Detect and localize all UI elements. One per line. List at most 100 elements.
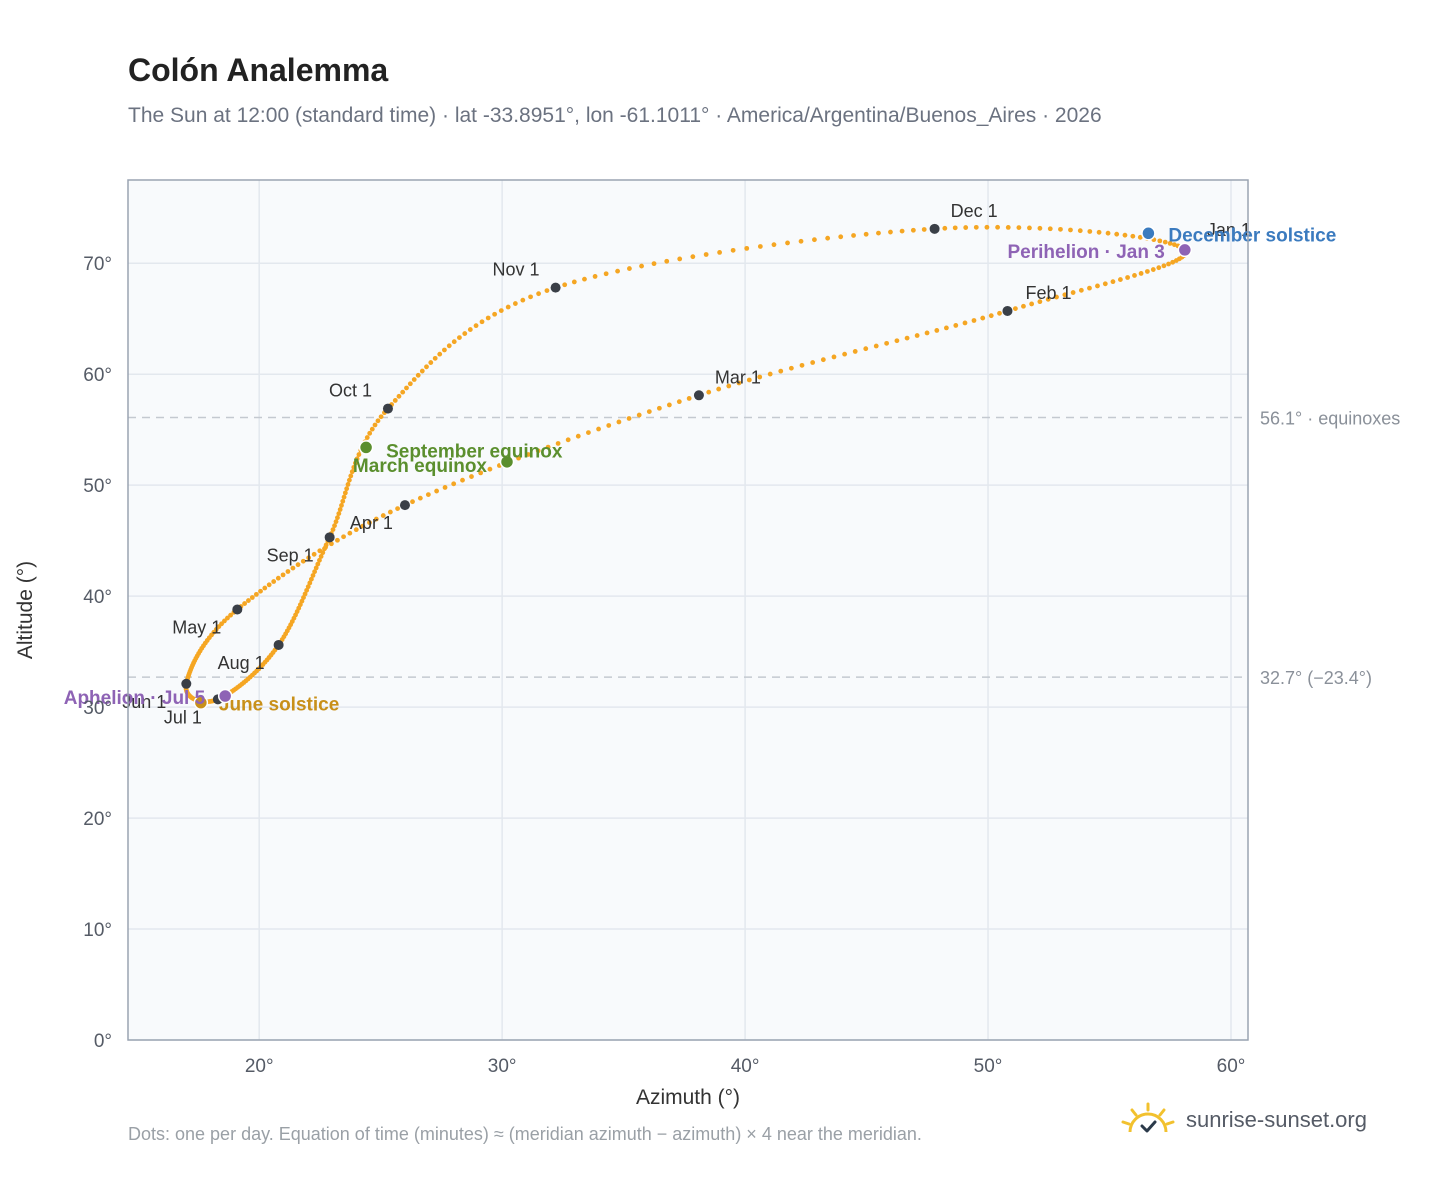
daily-sun-dot (332, 523, 337, 529)
daily-sun-dot (592, 274, 598, 279)
daily-sun-dot (305, 584, 311, 590)
daily-sun-dot (360, 523, 366, 529)
daily-sun-dot (863, 231, 869, 237)
daily-sun-dot (571, 279, 577, 285)
daily-sun-dot (512, 301, 518, 306)
daily-sun-dot (419, 368, 425, 374)
daily-sun-dot (339, 503, 344, 508)
daily-sun-dot (290, 565, 296, 571)
daily-sun-dot (271, 579, 277, 584)
daily-sun-dot (1068, 227, 1073, 233)
daily-sun-dot (462, 331, 468, 336)
daily-sun-dot (373, 516, 379, 522)
daily-sun-dot (516, 455, 521, 461)
daily-sun-dot (460, 477, 465, 483)
daily-sun-dot (228, 612, 233, 618)
daily-sun-dot (336, 511, 342, 517)
daily-sun-dot (575, 433, 581, 439)
month-marker-dot (1002, 305, 1013, 316)
month-marker-dot (399, 500, 410, 511)
y-axis-label: Altitude (°) (14, 561, 37, 659)
daily-sun-dot (330, 527, 336, 532)
daily-sun-dot (367, 430, 373, 436)
month-marker-label: Nov 1 (493, 260, 540, 280)
daily-sun-dot (884, 340, 890, 346)
daily-sun-dot (730, 247, 736, 253)
y-tick-label: 10° (83, 920, 112, 941)
daily-sun-dot (664, 258, 670, 264)
chart-subtitle: The Sun at 12:00 (standard time) · lat -… (128, 104, 1102, 127)
daily-sun-dot (467, 327, 473, 332)
plot-area (128, 180, 1248, 1040)
daily-sun-dot (1122, 232, 1128, 238)
daily-sun-dot (341, 494, 347, 500)
daily-sun-dot (304, 587, 310, 593)
daily-sun-dot (442, 347, 447, 353)
daily-sun-dot (1161, 263, 1167, 269)
month-marker-label: Jan 1 (1207, 220, 1251, 240)
daily-sun-dot (997, 310, 1002, 316)
daily-sun-dot (469, 474, 474, 479)
daily-sun-dot (1021, 303, 1026, 309)
month-marker-dot (273, 639, 284, 650)
daily-sun-dot (1037, 299, 1043, 305)
y-tick-label: 40° (83, 587, 112, 608)
daily-sun-dot (353, 460, 358, 466)
daily-sun-dot (1150, 267, 1156, 272)
daily-sun-dot (924, 330, 930, 336)
daily-sun-dot (335, 515, 340, 521)
reference-line-label: 56.1° · equinoxes (1260, 408, 1400, 428)
y-tick-label: 70° (83, 254, 112, 275)
daily-sun-dot (1125, 275, 1130, 280)
daily-sun-dot (1173, 258, 1179, 263)
daily-sun-dot (1005, 224, 1011, 230)
daily-sun-dot (372, 422, 378, 428)
brand[interactable]: sunrise-sunset.org (1120, 1102, 1367, 1138)
daily-sun-dot (323, 542, 329, 548)
daily-sun-dot (831, 354, 837, 360)
event-label: June solstice (219, 695, 339, 716)
daily-sun-dot (437, 351, 443, 357)
daily-sun-dot (565, 437, 571, 443)
brand-text: sunrise-sunset.org (1186, 1107, 1367, 1132)
daily-sun-dot (378, 414, 384, 420)
daily-sun-dot (703, 252, 709, 257)
daily-sun-dot (473, 323, 479, 329)
daily-sun-dot (562, 282, 568, 288)
month-marker-dot (181, 678, 192, 689)
daily-sun-dot (1016, 225, 1022, 231)
daily-sun-dot (1137, 234, 1143, 240)
daily-sun-dot (1102, 281, 1108, 287)
daily-sun-dot (424, 364, 429, 370)
daily-sun-dot (716, 386, 722, 392)
daily-sun-dot (690, 254, 696, 260)
daily-sun-dot (744, 245, 750, 251)
daily-sun-dot (300, 558, 306, 564)
daily-sun-dot (1062, 292, 1068, 298)
daily-sun-dot (344, 486, 350, 492)
daily-sun-dot (984, 224, 990, 230)
daily-sun-dot (364, 435, 370, 440)
daily-sun-dot (395, 506, 400, 511)
daily-sun-dot (347, 530, 353, 536)
daily-sun-dot (411, 377, 417, 382)
daily-sun-dot (666, 402, 672, 408)
daily-sun-dot (888, 229, 893, 235)
footnote: Dots: one per day. Equation of time (min… (128, 1124, 922, 1144)
daily-sun-dot (1077, 228, 1083, 234)
daily-sun-dot (242, 601, 248, 606)
daily-sun-dot (425, 492, 431, 498)
daily-sun-dot (318, 554, 324, 559)
daily-sun-dot (536, 291, 541, 297)
daily-sun-dot (396, 393, 402, 399)
daily-sun-dot (1157, 238, 1163, 244)
month-marker-dot (232, 604, 243, 615)
daily-sun-dot (520, 297, 526, 303)
daily-sun-dot (942, 225, 948, 231)
month-marker-dot (929, 223, 940, 234)
month-marker-label: Mar 1 (715, 367, 761, 387)
daily-sun-dot (1037, 225, 1043, 231)
daily-sun-dot (1117, 277, 1123, 282)
daily-sun-dot (785, 240, 790, 246)
